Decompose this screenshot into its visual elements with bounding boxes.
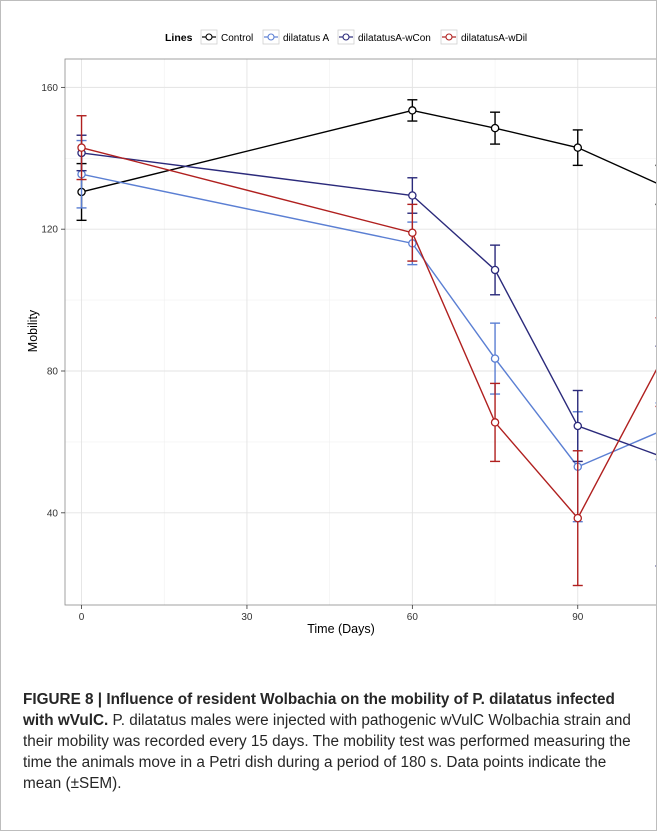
series-dilatatusa-wdil (76, 115, 656, 587)
x-tick-label: 0 (79, 612, 85, 623)
data-point (573, 421, 583, 431)
y-tick-label: 40 (47, 508, 59, 519)
plot-border (64, 58, 656, 606)
legend-title: Lines (165, 32, 193, 44)
legend-key-point (445, 33, 453, 41)
x-tick-label: 90 (572, 612, 584, 623)
series-group (76, 99, 656, 587)
legend-label: Control (221, 33, 253, 44)
legend-key-point (267, 33, 275, 41)
figure-caption: FIGURE 8 | Influence of resident Wolbach… (23, 689, 641, 794)
data-point (490, 265, 500, 275)
data-point (77, 143, 86, 152)
x-tick-label: 60 (407, 612, 419, 623)
caption-title: FIGURE 8 | Influence of resident Wolbach… (23, 691, 615, 729)
data-point (490, 354, 500, 363)
x-tick-label: 30 (241, 612, 253, 623)
legend-label: dilatatusA-wDil (461, 33, 527, 44)
caption-body: P. dilatatus males were injected with pa… (23, 712, 631, 792)
data-point (408, 191, 417, 200)
line-chart: 40 80 120 160 0 30 60 90 Lines Control dilatatus… (26, 29, 656, 636)
axes: 40 80 120 160 0 30 60 90 (41, 83, 583, 623)
x-axis-label: Time (Days) (307, 622, 375, 636)
data-point (490, 123, 500, 133)
y-tick-label: 120 (41, 225, 58, 236)
y-tick-label: 80 (47, 367, 59, 378)
legend: Lines Control dilatatus A dilatatusA-wCon d… (165, 29, 527, 45)
y-axis-label: Mobility (26, 309, 40, 352)
data-point (408, 228, 417, 237)
data-point (408, 106, 417, 115)
legend-label: dilatatus A (283, 33, 329, 44)
plot-background (65, 59, 656, 605)
legend-key-point (205, 33, 213, 41)
legend-label: dilatatusA-wCon (358, 33, 431, 44)
legend-key-point (342, 33, 350, 41)
y-tick-label: 160 (41, 83, 58, 94)
data-point (490, 418, 500, 427)
data-point (573, 513, 583, 523)
data-point (573, 143, 583, 152)
